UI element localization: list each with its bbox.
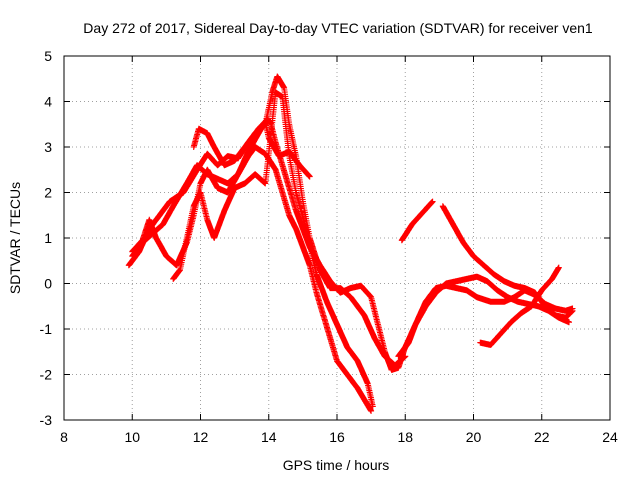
y-tick-label: -1 — [40, 321, 53, 337]
y-tick-label: 0 — [44, 276, 52, 292]
x-tick-label: 12 — [193, 429, 209, 445]
x-tick-labels: 8 10 12 14 16 18 20 22 24 — [60, 429, 618, 445]
y-tick-label: 3 — [44, 139, 52, 155]
y-tick-label: 1 — [44, 230, 52, 246]
x-tick-label: 18 — [397, 429, 413, 445]
data-point-markers — [477, 264, 562, 348]
series-track-4 — [170, 89, 376, 410]
y-tick-label: 5 — [44, 48, 52, 64]
data-layer — [125, 73, 576, 414]
x-tick-label: 22 — [534, 429, 550, 445]
series-track-1 — [125, 116, 572, 373]
y-tick-label: 4 — [44, 94, 52, 110]
x-tick-label: 16 — [329, 429, 345, 445]
y-tick-labels: -3 -2 -1 0 1 2 3 4 5 — [40, 48, 53, 428]
data-point-markers — [395, 282, 576, 360]
series-track-8 — [477, 264, 562, 348]
data-point-markers — [170, 89, 376, 410]
tick-layer — [63, 55, 611, 421]
x-tick-label: 8 — [60, 429, 68, 445]
series-track-9 — [395, 282, 576, 360]
data-point-markers — [190, 73, 409, 369]
x-axis-title: GPS time / hours — [283, 457, 390, 473]
x-tick-label: 24 — [602, 429, 618, 445]
x-tick-label: 14 — [261, 429, 277, 445]
x-tick-label: 20 — [466, 429, 482, 445]
series-track-6 — [398, 198, 436, 244]
data-point-markers — [398, 198, 436, 244]
x-tick-label: 10 — [124, 429, 140, 445]
series-track-5 — [190, 73, 409, 369]
data-point-markers — [125, 116, 572, 373]
y-tick-label: 2 — [44, 185, 52, 201]
y-tick-label: -2 — [40, 367, 53, 383]
y-tick-label: -3 — [40, 412, 53, 428]
y-axis-title: SDTVAR / TECUs — [7, 182, 23, 294]
chart-title: Day 272 of 2017, Sidereal Day-to-day VTE… — [83, 20, 593, 36]
